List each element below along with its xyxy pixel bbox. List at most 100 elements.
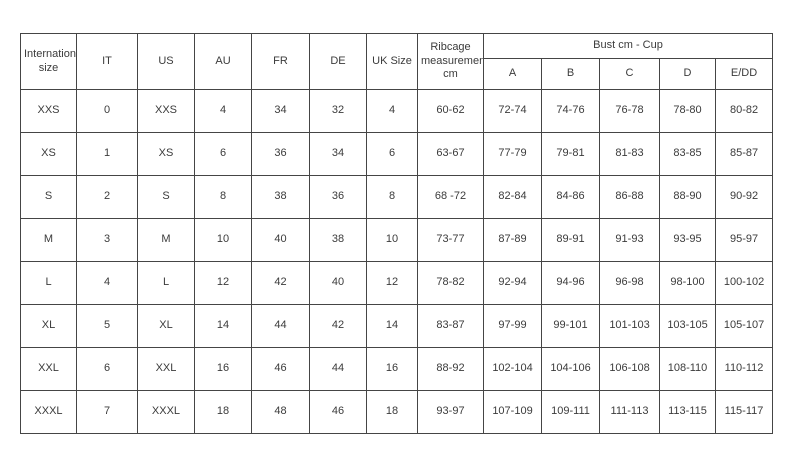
cell-cup-b: 99-101	[541, 304, 600, 348]
header-cup-c: C	[599, 58, 660, 90]
cell-international-size: S	[20, 175, 77, 219]
header-cup-b: B	[541, 58, 600, 90]
cell-cup-edd: 115-117	[714, 390, 774, 434]
table-row: XL 5 XL 14 44 42 14 83-87 97-99 99-101 1…	[20, 304, 774, 348]
cell-cup-b: 89-91	[541, 218, 600, 262]
size-chart-body: XXS 0 XXS 4 34 32 4 60-62 72-74 74-76 76…	[20, 89, 774, 434]
table-row: XXXL 7 XXXL 18 48 46 18 93-97 107-109 10…	[20, 390, 774, 434]
cell-cup-b: 79-81	[541, 132, 600, 176]
cell-it: 5	[76, 304, 138, 348]
cell-cup-d: 103-105	[659, 304, 716, 348]
cell-fr: 38	[251, 175, 310, 219]
cell-de: 36	[309, 175, 367, 219]
cell-fr: 44	[251, 304, 310, 348]
header-de: DE	[309, 33, 367, 90]
cell-cup-edd: 90-92	[714, 175, 774, 219]
cell-au: 14	[194, 304, 252, 348]
cell-cup-b: 109-111	[541, 390, 600, 434]
cell-au: 4	[194, 89, 252, 133]
cell-us: XXL	[137, 347, 195, 391]
cell-cup-c: 76-78	[599, 89, 660, 133]
cell-us: S	[137, 175, 195, 219]
cell-cup-c: 86-88	[599, 175, 660, 219]
cell-it: 2	[76, 175, 138, 219]
header-au: AU	[194, 33, 252, 90]
header-row-cups: A B C D E/DD	[21, 58, 774, 90]
cell-ribcage: 63-67	[417, 132, 484, 176]
cell-international-size: XXS	[20, 89, 77, 133]
cell-cup-c: 91-93	[599, 218, 660, 262]
cell-au: 16	[194, 347, 252, 391]
cell-us: XS	[137, 132, 195, 176]
cell-cup-b: 104-106	[541, 347, 600, 391]
cell-it: 1	[76, 132, 138, 176]
cell-fr: 36	[251, 132, 310, 176]
cell-it: 7	[76, 390, 138, 434]
cell-cup-edd: 85-87	[714, 132, 774, 176]
cell-ribcage: 68 -72	[417, 175, 484, 219]
cell-cup-a: 87-89	[483, 218, 542, 262]
cell-cup-edd: 95-97	[714, 218, 774, 262]
header-bust-cup-group: Bust cm - Cup	[482, 33, 774, 59]
cell-fr: 48	[251, 390, 310, 434]
cell-cup-a: 77-79	[483, 132, 542, 176]
cell-uk-size: 12	[366, 261, 418, 305]
cell-fr: 42	[251, 261, 310, 305]
cell-cup-edd: 100-102	[714, 261, 774, 305]
header-it: IT	[76, 33, 138, 90]
cell-uk-size: 14	[366, 304, 418, 348]
table-row: XXS 0 XXS 4 34 32 4 60-62 72-74 74-76 76…	[20, 89, 774, 133]
cell-international-size: M	[20, 218, 77, 262]
header-fr: FR	[251, 33, 310, 90]
cell-cup-c: 106-108	[599, 347, 660, 391]
cell-ribcage: 60-62	[417, 89, 484, 133]
cell-international-size: XS	[20, 132, 77, 176]
cell-ribcage: 73-77	[417, 218, 484, 262]
cell-international-size: XL	[20, 304, 77, 348]
header-cup-a: A	[483, 58, 542, 90]
cell-de: 32	[309, 89, 367, 133]
cell-ribcage: 83-87	[417, 304, 484, 348]
cell-uk-size: 16	[366, 347, 418, 391]
cell-cup-d: 93-95	[659, 218, 716, 262]
cell-cup-d: 98-100	[659, 261, 716, 305]
cell-cup-d: 108-110	[659, 347, 716, 391]
cell-us: XL	[137, 304, 195, 348]
cell-au: 18	[194, 390, 252, 434]
header-row-top: International size IT US AU FR DE UK Siz…	[20, 33, 774, 90]
cell-fr: 40	[251, 218, 310, 262]
cell-au: 10	[194, 218, 252, 262]
cell-au: 8	[194, 175, 252, 219]
cell-uk-size: 6	[366, 132, 418, 176]
cell-au: 12	[194, 261, 252, 305]
header-us: US	[137, 33, 195, 90]
cell-uk-size: 10	[366, 218, 418, 262]
cell-international-size: XXXL	[20, 390, 77, 434]
cell-uk-size: 18	[366, 390, 418, 434]
cell-cup-a: 82-84	[483, 175, 542, 219]
cell-international-size: XXL	[20, 347, 77, 391]
cell-international-size: L	[20, 261, 77, 305]
cell-us: M	[137, 218, 195, 262]
cell-de: 38	[309, 218, 367, 262]
table-row: M 3 M 10 40 38 10 73-77 87-89 89-91 91-9…	[20, 218, 774, 262]
cell-uk-size: 4	[366, 89, 418, 133]
cell-cup-d: 88-90	[659, 175, 716, 219]
cell-de: 40	[309, 261, 367, 305]
header-uk-size: UK Size	[366, 33, 418, 90]
size-chart-table: International size IT US AU FR DE UK Siz…	[20, 33, 774, 434]
header-ribcage-measurements: Ribcage measurements cm	[417, 33, 484, 90]
cell-us: XXS	[137, 89, 195, 133]
cell-de: 42	[309, 304, 367, 348]
cell-cup-edd: 80-82	[714, 89, 774, 133]
cell-de: 34	[309, 132, 367, 176]
cell-cup-b: 94-96	[541, 261, 600, 305]
cell-cup-c: 81-83	[599, 132, 660, 176]
cell-fr: 46	[251, 347, 310, 391]
cell-cup-a: 72-74	[483, 89, 542, 133]
cell-cup-a: 97-99	[483, 304, 542, 348]
cell-cup-d: 83-85	[659, 132, 716, 176]
cell-ribcage: 88-92	[417, 347, 484, 391]
header-cup-d: D	[659, 58, 716, 90]
